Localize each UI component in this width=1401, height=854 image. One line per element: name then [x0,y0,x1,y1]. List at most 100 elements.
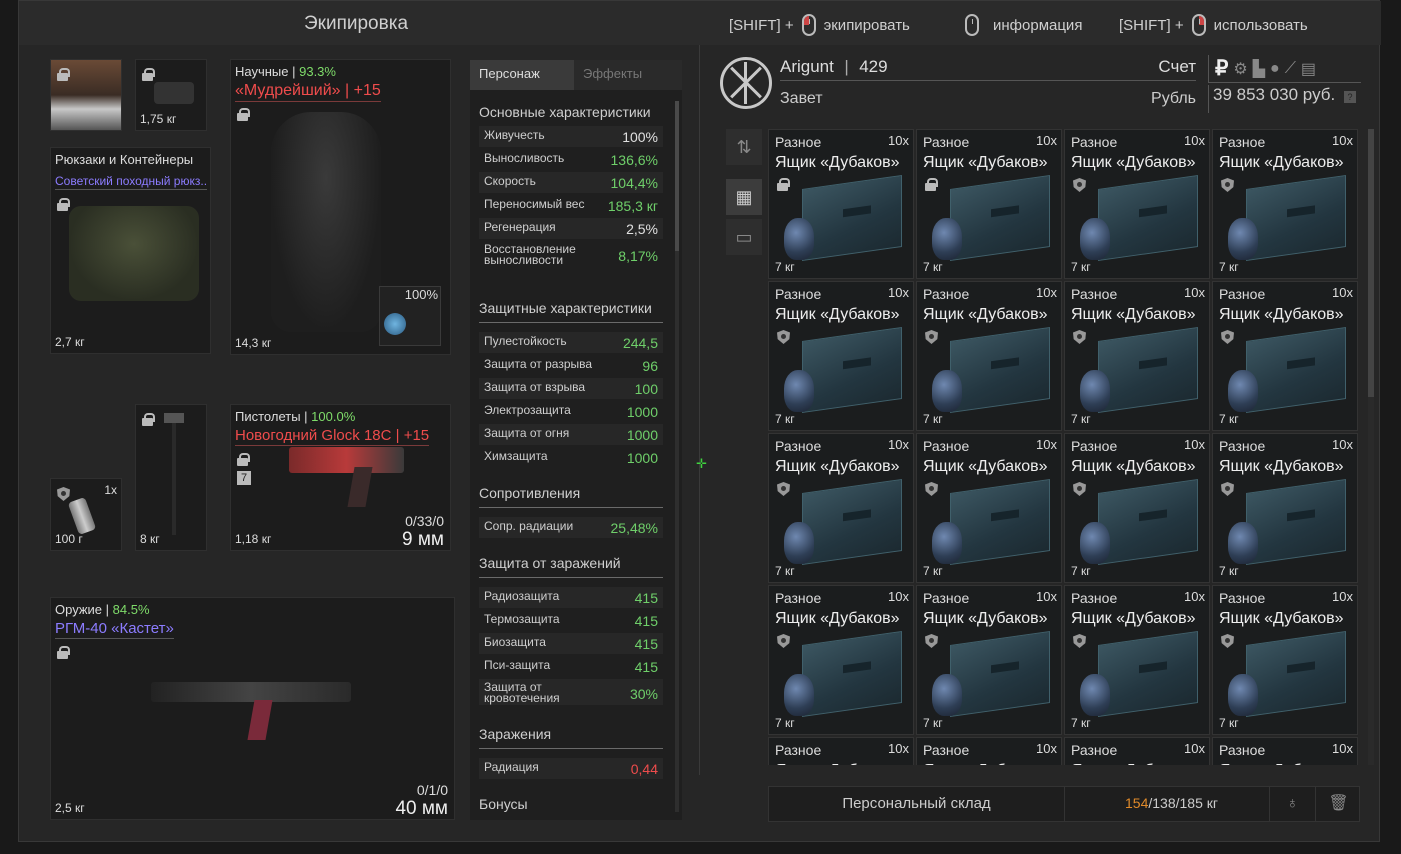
hint-info: информация [965,14,1082,36]
account-label: Счет [1158,57,1196,76]
backpack-slot[interactable]: Рюкзаки и Контейнеры Советский походный … [50,147,211,354]
item-name: Ящик «Дубаков» [1071,610,1196,627]
weapon-slot[interactable]: Оружие | 84.5% РГМ-40 «Кастет» 0/1/0 40 … [50,597,455,820]
lock-icon [57,646,70,659]
stat-value: 2,5% [626,221,658,237]
grid-view-button[interactable]: ▦ [726,179,762,215]
item-count: 10x [1036,285,1057,300]
armor-container-slot[interactable]: 100% [379,286,441,346]
kettlebell-icon[interactable]: ♁ [1269,787,1315,821]
gear-icon[interactable]: ⚙ [1233,60,1248,78]
scroll-icon[interactable]: ▤ [1300,60,1317,78]
crate-image [1098,630,1198,718]
trash-icon[interactable]: 🗑 [1315,787,1361,821]
stats-scrollbar[interactable] [675,101,679,812]
stat-value: 415 [634,659,658,675]
device-slot[interactable]: 1,75 кг [135,59,207,131]
help-icon[interactable]: ? [1343,91,1356,103]
ruble-icon[interactable]: ₽ [1215,57,1229,80]
item-weight: 8 кг [140,532,160,546]
tab-effects[interactable]: Эффекты [583,66,643,81]
currency-selector[interactable]: ₽ ⚙ ▙ ● ⟋ ▤ [1208,55,1361,83]
coin-icon[interactable]: ● [1270,59,1280,77]
stat-key: Защита от взрыва [484,380,586,394]
character-portrait[interactable] [50,59,122,131]
stat-value: 100 [634,381,658,397]
profile-line: Arigunt | 429 Счет [780,57,1196,81]
shield-icon [925,330,938,344]
shield-icon [1073,482,1086,496]
sort-button[interactable]: ⇅ [726,129,762,165]
stat-row: Электрозащита 1000 [479,401,663,422]
stat-key: Химзащита [484,449,548,463]
stats-panel: Персонаж Эффекты Основные характеристики… [470,60,682,820]
hint-label: информация [993,16,1083,34]
shield-icon [777,634,790,648]
item-category: Разное [1071,742,1118,758]
lock-icon [142,413,155,426]
crate-image [1246,174,1346,262]
grenade-image [1080,370,1110,412]
feather-icon[interactable]: ⟋ [1284,59,1296,77]
lock-icon [57,198,70,211]
hint-label: использовать [1213,16,1308,34]
stat-value: 244,5 [622,335,658,351]
section-infection: Защита от заражений [479,555,663,578]
item-name: Ящик «Дубаков» [1071,458,1196,475]
stat-value: 1000 [626,427,658,443]
storage-bar: Персональный склад 154/138/185 кг ♁ 🗑 [768,786,1360,822]
stat-key: Радиация [484,760,539,774]
armor-image [271,112,381,332]
item-name: Ящик «Дубаков» [923,306,1048,323]
section-resist: Сопротивления [479,485,663,508]
top-bar: Экипировка [SHIFT] + экипировать информа… [19,1,1381,45]
item-count: 10x [1036,741,1057,756]
melee-slot[interactable]: 8 кг [135,404,207,551]
item-weight: 1,75 кг [140,112,177,126]
pistol-slot[interactable]: Пистолеты | 100.0% Новогодний Glock 18C … [230,404,451,551]
armor-slot[interactable]: Научные | 93.3% «Мудрейший» | +15 100% 1… [230,59,451,355]
item-count: 10x [1332,285,1353,300]
container-percent: 100% [404,287,438,302]
inventory-scrollbar[interactable] [1368,129,1374,765]
artifact-icon [384,313,406,335]
item-count: 10x [1332,589,1353,604]
item-weight: 7 кг [923,716,943,730]
tab-character[interactable]: Персонаж [470,60,574,90]
lock-icon [57,68,70,81]
window-title: Экипировка [304,13,409,34]
item-category: Разное [923,742,970,758]
item-weight: 7 кг [1219,260,1239,274]
ammo-count: 0/1/0 [416,782,448,798]
storage-label[interactable]: Персональный склад [769,787,1065,821]
item-count: 10x [1184,133,1205,148]
archive-button[interactable]: ▭ [726,219,762,255]
stat-row: Регенерация 2,5% [479,218,663,239]
stat-value: 415 [634,590,658,606]
item-count: 1x [104,483,117,497]
boot-icon[interactable]: ▙ [1252,60,1266,78]
grenade-slot[interactable]: 1x 100 г [50,478,122,551]
stat-value: 25,48% [610,520,658,536]
item-name: Ящик «Дубаков» [923,458,1048,475]
